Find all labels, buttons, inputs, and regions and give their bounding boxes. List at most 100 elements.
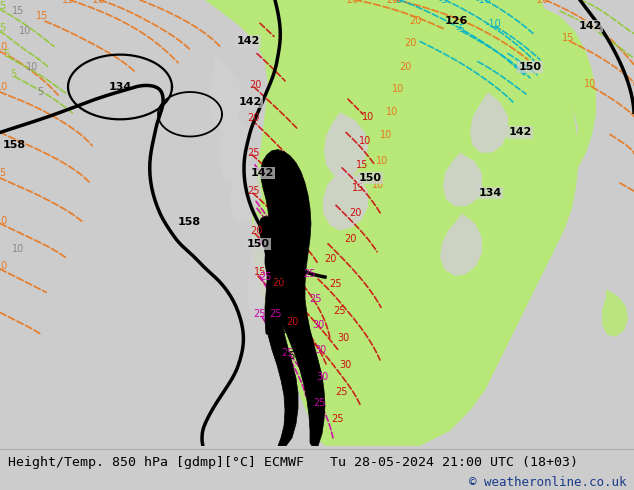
Text: 15: 15 <box>254 267 266 277</box>
Text: 25: 25 <box>248 186 260 196</box>
Text: 10: 10 <box>584 79 596 89</box>
Text: -10: -10 <box>485 19 501 29</box>
Text: 150: 150 <box>284 351 302 361</box>
Text: 10: 10 <box>12 244 24 254</box>
Text: Tu 28-05-2024 21:00 UTC (18+03): Tu 28-05-2024 21:00 UTC (18+03) <box>330 456 578 469</box>
Text: 10: 10 <box>376 156 388 166</box>
Text: 126: 126 <box>444 16 468 26</box>
Text: 20: 20 <box>250 225 262 236</box>
Text: 10: 10 <box>26 62 38 72</box>
Text: 5: 5 <box>0 1 5 11</box>
Text: -5: -5 <box>438 0 448 5</box>
Text: 10: 10 <box>362 112 374 122</box>
Text: 20: 20 <box>404 39 416 49</box>
Text: 10: 10 <box>372 180 384 190</box>
Text: 15: 15 <box>562 33 574 44</box>
Text: 25: 25 <box>269 310 282 319</box>
Text: 5: 5 <box>37 87 43 97</box>
Text: 150: 150 <box>358 173 382 183</box>
Text: 142: 142 <box>236 36 260 47</box>
Text: © weatheronline.co.uk: © weatheronline.co.uk <box>469 476 626 489</box>
Text: 5: 5 <box>0 24 5 33</box>
Polygon shape <box>443 153 482 206</box>
Text: 25: 25 <box>254 310 266 319</box>
Text: 20: 20 <box>249 80 261 90</box>
Polygon shape <box>230 158 262 223</box>
Text: 20: 20 <box>92 0 104 5</box>
Polygon shape <box>210 57 242 128</box>
Text: 142: 142 <box>508 127 532 138</box>
Text: 142: 142 <box>238 97 262 107</box>
Polygon shape <box>323 168 368 230</box>
Text: 30: 30 <box>339 360 351 370</box>
Text: 25: 25 <box>333 306 346 317</box>
Polygon shape <box>602 289 628 337</box>
Text: 20: 20 <box>349 208 361 219</box>
Text: 15: 15 <box>352 183 364 193</box>
Text: 10: 10 <box>386 107 398 117</box>
Text: 10: 10 <box>0 217 8 226</box>
Text: 10: 10 <box>0 42 8 51</box>
Text: 30: 30 <box>337 333 349 343</box>
Polygon shape <box>248 213 282 315</box>
Text: 25: 25 <box>247 147 259 158</box>
Text: -5: -5 <box>455 24 465 34</box>
Text: 0: 0 <box>395 0 401 5</box>
Text: 20: 20 <box>324 254 336 264</box>
Text: 20: 20 <box>536 0 548 5</box>
Polygon shape <box>261 149 325 446</box>
Text: 10: 10 <box>392 84 404 94</box>
Text: 142: 142 <box>250 168 274 178</box>
Text: 15: 15 <box>356 160 368 170</box>
Text: 158: 158 <box>3 140 26 149</box>
Polygon shape <box>324 112 368 178</box>
Text: 10: 10 <box>380 130 392 141</box>
Text: 10: 10 <box>0 261 8 271</box>
Text: 5: 5 <box>10 69 16 79</box>
Text: 10: 10 <box>19 26 31 36</box>
Text: Height/Temp. 850 hPa [gdmp][°C] ECMWF: Height/Temp. 850 hPa [gdmp][°C] ECMWF <box>8 456 304 469</box>
Polygon shape <box>440 213 482 276</box>
Text: 150: 150 <box>281 324 299 335</box>
Text: 158: 158 <box>178 218 201 227</box>
Polygon shape <box>384 0 460 94</box>
Text: 134: 134 <box>108 82 132 92</box>
Text: 142: 142 <box>578 21 602 31</box>
Text: 150: 150 <box>519 62 541 72</box>
Polygon shape <box>205 0 578 446</box>
Text: 30: 30 <box>312 319 324 330</box>
Text: 20: 20 <box>286 317 298 326</box>
Text: -10: -10 <box>475 0 491 5</box>
Text: 25: 25 <box>336 387 348 397</box>
Text: 25: 25 <box>260 272 272 282</box>
Text: 150: 150 <box>247 239 269 249</box>
Text: 160: 160 <box>276 272 294 282</box>
Text: 5: 5 <box>3 49 9 59</box>
Text: 25: 25 <box>314 398 327 409</box>
Polygon shape <box>259 217 298 446</box>
Text: 20: 20 <box>247 113 259 123</box>
Text: 160: 160 <box>278 297 296 307</box>
Text: 20: 20 <box>399 62 411 72</box>
Text: 25: 25 <box>329 279 341 289</box>
Polygon shape <box>470 92 508 153</box>
Text: 30: 30 <box>314 345 326 355</box>
Polygon shape <box>220 107 252 181</box>
Text: 20: 20 <box>346 0 358 5</box>
Text: 20: 20 <box>272 278 284 288</box>
Text: 134: 134 <box>479 188 501 198</box>
Polygon shape <box>415 62 470 138</box>
Text: 10: 10 <box>359 136 371 146</box>
Text: 15: 15 <box>36 11 48 21</box>
Text: 25: 25 <box>309 294 321 304</box>
Text: 5: 5 <box>0 168 5 178</box>
Text: 30: 30 <box>316 372 328 382</box>
Text: 15: 15 <box>12 6 24 16</box>
Polygon shape <box>500 0 596 168</box>
Text: 25: 25 <box>304 269 316 279</box>
Text: 20: 20 <box>409 16 421 26</box>
Text: 10: 10 <box>0 82 8 92</box>
Text: 20: 20 <box>386 0 398 5</box>
Text: 25: 25 <box>332 414 344 423</box>
Text: 15: 15 <box>61 0 74 5</box>
